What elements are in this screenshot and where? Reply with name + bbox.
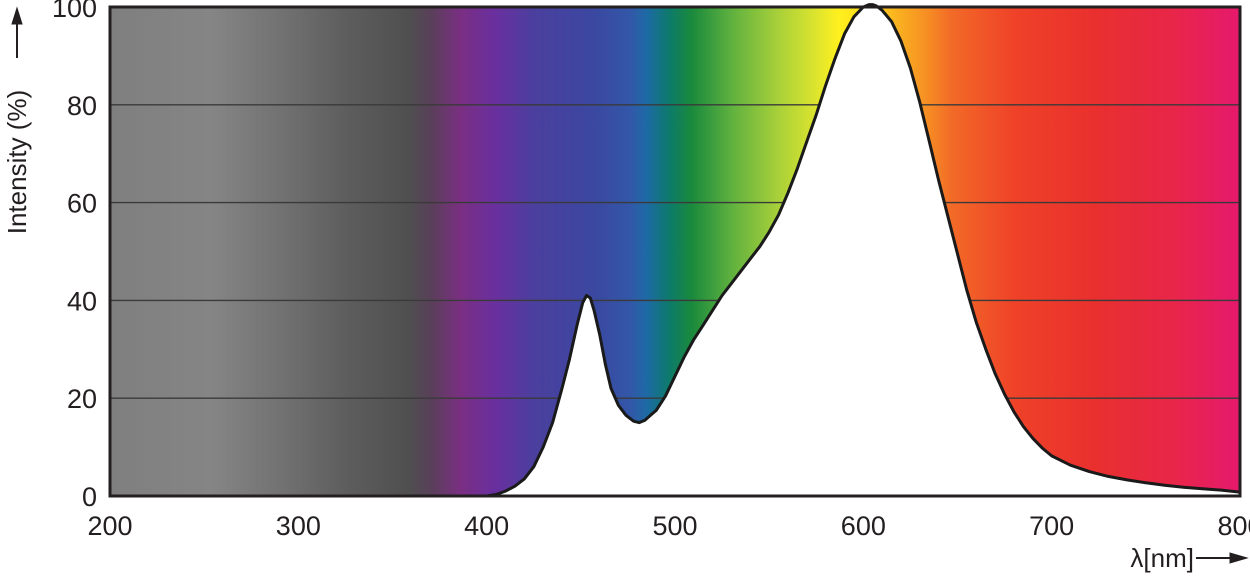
x-tick-label: 200 — [87, 511, 132, 541]
x-axis-label: λ[nm] — [1130, 543, 1194, 573]
x-tick-label: 500 — [652, 511, 697, 541]
y-tick-label: 60 — [67, 189, 97, 219]
y-axis-arrow-icon — [11, 6, 23, 58]
y-axis-label: Intensity (%) — [2, 90, 32, 235]
x-axis-arrow-icon — [1196, 552, 1249, 564]
gridlines — [110, 104, 1240, 399]
x-tick-label: 800 — [1217, 511, 1250, 541]
y-tick-label: 0 — [82, 482, 97, 512]
x-tick-label: 300 — [276, 511, 321, 541]
x-tick-label: 400 — [464, 511, 509, 541]
y-tick-label: 40 — [67, 286, 97, 316]
y-tick-labels: 0 20 40 60 80 100 — [52, 0, 97, 512]
y-tick-label: 20 — [67, 384, 97, 414]
y-tick-label: 80 — [67, 91, 97, 121]
x-tick-label: 600 — [841, 511, 886, 541]
plot-frame — [108, 5, 1242, 498]
intensity-curve — [438, 3, 1242, 498]
x-tick-label: 700 — [1029, 511, 1074, 541]
x-tick-labels: 200 300 400 500 600 700 800 — [87, 511, 1250, 541]
y-tick-label: 100 — [52, 0, 97, 23]
